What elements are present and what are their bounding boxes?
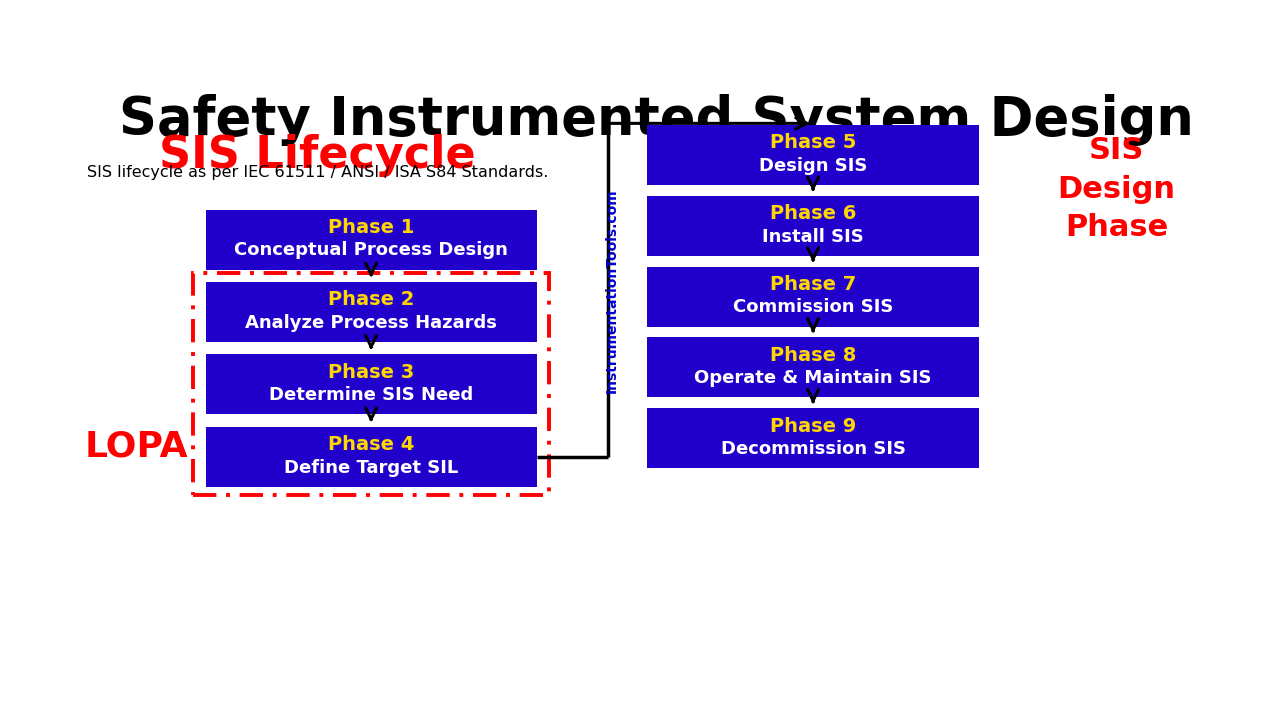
Text: Safety Instrumented System Design: Safety Instrumented System Design: [119, 94, 1193, 146]
Text: Phase 5: Phase 5: [769, 133, 856, 153]
FancyBboxPatch shape: [646, 338, 979, 397]
Text: Phase 2: Phase 2: [328, 290, 415, 310]
Text: Decommission SIS: Decommission SIS: [721, 440, 905, 458]
FancyBboxPatch shape: [646, 125, 979, 185]
Text: Operate & Maintain SIS: Operate & Maintain SIS: [694, 369, 932, 387]
Text: Conceptual Process Design: Conceptual Process Design: [234, 241, 508, 259]
Text: Define Target SIL: Define Target SIL: [284, 459, 458, 477]
Text: SIS
Design
Phase: SIS Design Phase: [1057, 137, 1175, 242]
Text: Install SIS: Install SIS: [762, 228, 864, 246]
Text: Phase 9: Phase 9: [771, 417, 856, 436]
Text: Phase 4: Phase 4: [328, 436, 415, 454]
FancyBboxPatch shape: [206, 354, 536, 415]
FancyBboxPatch shape: [206, 282, 536, 342]
FancyBboxPatch shape: [206, 427, 536, 487]
Text: Design SIS: Design SIS: [759, 157, 868, 175]
Text: SIS Lifecycle: SIS Lifecycle: [159, 134, 475, 177]
FancyBboxPatch shape: [206, 210, 536, 270]
Text: Determine SIS Need: Determine SIS Need: [269, 386, 474, 404]
Text: Phase 1: Phase 1: [328, 218, 415, 237]
Text: LOPA: LOPA: [84, 430, 188, 464]
Text: Phase 3: Phase 3: [328, 363, 415, 382]
Text: InstrumentationTools.com: InstrumentationTools.com: [604, 189, 618, 393]
Text: Analyze Process Hazards: Analyze Process Hazards: [246, 314, 497, 332]
Text: SIS lifecycle as per IEC 61511 / ANSI / ISA S84 Standards.: SIS lifecycle as per IEC 61511 / ANSI / …: [87, 165, 548, 180]
FancyBboxPatch shape: [646, 196, 979, 256]
FancyBboxPatch shape: [646, 408, 979, 468]
Text: Phase 7: Phase 7: [771, 275, 856, 294]
Text: Commission SIS: Commission SIS: [733, 298, 893, 316]
Text: Phase 6: Phase 6: [769, 204, 856, 223]
Text: Phase 8: Phase 8: [769, 346, 856, 365]
FancyBboxPatch shape: [646, 266, 979, 327]
